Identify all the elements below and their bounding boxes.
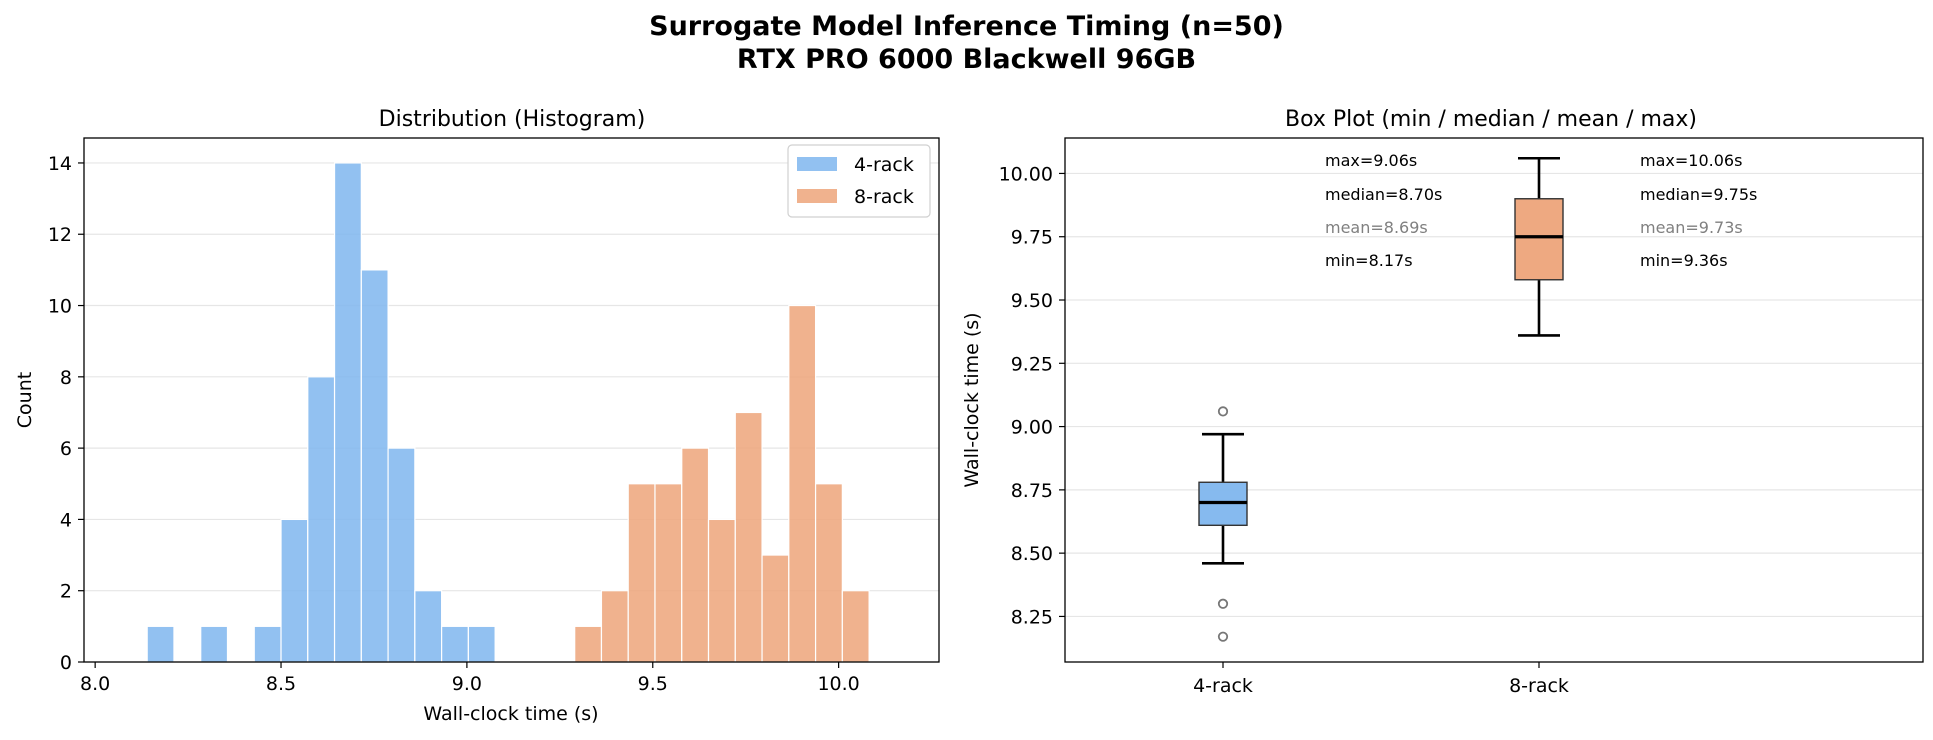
histogram-bar-8-rack [761,554,790,663]
anno-4-rack-mean: mean=8.69s [1325,218,1428,237]
histogram-bar-8-rack [788,304,817,663]
figure-title-line-1: Surrogate Model Inference Timing (n=50) [649,11,1284,42]
histogram-y-tick-label: 10 [48,296,72,318]
boxplot-y-ticks: 8.25 8.50 8.75 9.00 9.25 9.50 9.75 10.00 [999,163,1065,628]
boxplot-panel: Box Plot (min / median / mean / max) 4-r… [961,107,1924,697]
histogram-bar-4-rack [307,376,336,663]
histogram-title: Distribution (Histogram) [379,107,646,132]
histogram-y-tick-label: 0 [60,652,72,674]
histogram-bar-4-rack [333,162,362,663]
anno-8-rack-min: min=9.36s [1640,251,1728,270]
box-outlier-point [1217,598,1229,609]
anno-4-rack-max: max=9.06s [1325,151,1417,170]
histogram-bar-8-rack [654,483,683,663]
box-outlier-point [1217,631,1229,642]
legend-swatch-4-rack [797,157,837,171]
boxplot-y-tick-label: 8.25 [1011,606,1053,628]
histogram-y-axis-label: Count [14,372,36,428]
histogram-bar-8-rack [734,411,763,663]
histogram-x-tick-label: 9.0 [452,673,482,695]
histogram-frame [83,137,940,663]
boxplot-y-axis-label: Wall-clock time (s) [961,312,983,487]
histogram-bar-4-rack [467,625,496,663]
boxplot-x-tick-label-4-rack: 4-rack [1193,675,1253,697]
box-body [1514,198,1564,281]
boxplot-x-tick-label-8-rack: 8-rack [1509,675,1569,697]
histogram-y-tick-label: 14 [48,153,72,175]
histogram-x-tick-label: 8.0 [80,673,110,695]
histogram-x-axis-label: Wall-clock time (s) [423,703,598,725]
histogram-bar-8-rack [600,590,629,663]
box-8-rack [1514,156,1564,337]
boxplot-y-tick-label: 9.25 [1011,353,1053,375]
histogram-bar-8-rack [627,483,656,663]
boxplot-y-tick-label: 10.00 [999,163,1053,185]
histogram-panel: Distribution (Histogram) 8.0 8.5 9.0 9.5 10.… [14,107,940,725]
legend-swatch-8-rack [797,189,837,203]
histogram-y-tick-label: 6 [60,438,72,460]
histogram-y-tick-label: 8 [60,367,72,389]
boxplot-annotations: max=9.06s median=8.70s mean=8.69s min=8.… [1325,151,1757,270]
histogram-bar-8-rack [814,483,843,663]
histogram-bar-4-rack [414,590,443,663]
histogram-x-ticks: 8.0 8.5 9.0 9.5 10.0 [80,662,860,695]
legend-label-8-rack: 8-rack [854,186,914,208]
histogram-bar-4-rack [146,625,175,663]
histogram-legend: 4-rack 8-rack [787,144,931,218]
legend-label-4-rack: 4-rack [854,154,914,176]
histogram-bar-4-rack [441,625,469,663]
histogram-bar-8-rack [707,518,736,663]
histogram-y-tick-label: 2 [60,581,72,603]
figure-title-line-2: RTX PRO 6000 Blackwell 96GB [736,44,1197,75]
histogram-y-tick-label: 12 [48,224,72,246]
histogram-bar-4-rack [200,625,229,663]
histogram-bar-4-rack [280,518,309,663]
histogram-bar-4-rack [253,625,282,663]
boxplot-x-ticks: 4-rack 8-rack [1193,662,1569,697]
histogram-x-tick-label: 8.5 [266,673,296,695]
anno-4-rack-min: min=8.17s [1325,251,1413,270]
boxplot-y-tick-label: 8.50 [1011,543,1053,565]
histogram-bars [146,162,870,663]
boxplot-gridlines [1065,172,1923,618]
histogram-bar-8-rack [574,625,603,663]
anno-8-rack-max: max=10.06s [1640,151,1742,170]
figure-title: Surrogate Model Inference Timing (n=50) … [0,10,1933,76]
boxplot-frame [1064,137,1924,663]
histogram-x-tick-label: 10.0 [817,673,859,695]
boxplot-title: Box Plot (min / median / mean / max) [1285,107,1697,132]
box-4-rack [1198,406,1248,642]
boxplot-y-tick-label: 8.75 [1011,480,1053,502]
boxplot-y-tick-label: 9.75 [1011,227,1053,249]
boxplot-boxes [1198,156,1564,642]
histogram-bar-8-rack [681,447,710,663]
boxplot-y-tick-label: 9.50 [1011,290,1053,312]
histogram-bar-8-rack [841,590,870,663]
histogram-x-tick-label: 9.5 [638,673,668,695]
box-outlier-point [1217,406,1229,417]
anno-8-rack-median: median=9.75s [1640,185,1757,204]
anno-4-rack-median: median=8.70s [1325,185,1442,204]
histogram-bar-4-rack [360,269,389,663]
histogram-bar-4-rack [387,447,416,663]
anno-8-rack-mean: mean=9.73s [1640,218,1743,237]
histogram-y-tick-label: 4 [60,509,72,531]
boxplot-y-tick-label: 9.00 [1011,417,1053,439]
histogram-y-ticks: 0 2 4 6 8 10 12 14 [48,153,84,674]
